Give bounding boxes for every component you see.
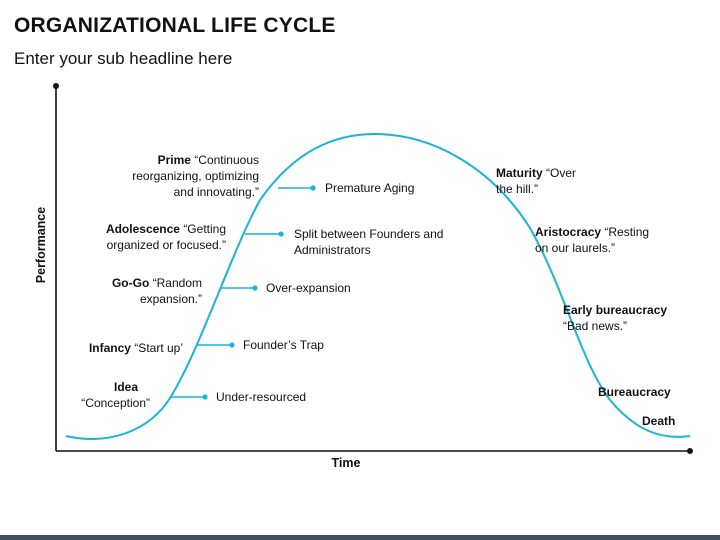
stage-desc-line: reorganizing, optimizing <box>132 169 259 183</box>
stage-desc-line: “Bad news.” <box>563 319 627 333</box>
trap-labels: Premature Aging Split between Founders an… <box>216 181 443 404</box>
stage-labels: Prime “Continuous reorganizing, optimizin… <box>81 153 675 428</box>
page-title: ORGANIZATIONAL LIFE CYCLE <box>14 14 336 37</box>
stage-label-infancy: Infancy “Start up’ <box>89 341 183 355</box>
life-cycle-curve <box>65 132 691 440</box>
stage-label-adolescence: Adolescence “Getting organized or focused… <box>106 222 226 252</box>
stage-desc-line: “Conception” <box>81 396 150 410</box>
x-axis-label: Time <box>332 456 361 470</box>
stage-name: Go-Go <box>112 276 153 290</box>
stage-label-bureaucracy: Bureaucracy <box>598 385 671 399</box>
connector-dot <box>252 285 258 291</box>
trap-label: Split between Founders and Administrators <box>294 227 443 257</box>
stage-label-early-bureaucracy: Early bureaucracy “Bad news.” <box>563 303 667 333</box>
stage-name: Infancy <box>89 341 134 355</box>
stage-desc-line: “Resting <box>604 225 649 239</box>
stage-desc-line: expansion.” <box>140 292 202 306</box>
stage-label-death: Death <box>642 414 675 428</box>
trap-line: Premature Aging <box>325 181 414 195</box>
y-axis-label: Performance <box>34 207 48 283</box>
stage-name: Idea <box>114 380 138 394</box>
trap-label: Founder’s Trap <box>243 338 324 352</box>
stage-label-prime: Prime “Continuous reorganizing, optimizin… <box>132 153 259 199</box>
x-axis-end-dot <box>687 448 693 454</box>
stage-name: Adolescence <box>106 222 183 236</box>
trap-line: Over-expansion <box>266 281 351 295</box>
stage-name: Prime <box>158 153 195 167</box>
stage-name: Bureaucracy <box>598 385 671 399</box>
stage-desc-line: “Random <box>153 276 202 290</box>
trap-line: Split between Founders and <box>294 227 443 241</box>
stage-desc-line: on our laurels.” <box>535 241 615 255</box>
trap-line: Founder’s Trap <box>243 338 324 352</box>
stage-name: Early bureaucracy <box>563 303 667 317</box>
stage-label-go-go: Go-Go “Random expansion.” <box>112 276 202 306</box>
stage-desc-line: “Continuous <box>194 153 259 167</box>
page-subtitle: Enter your sub headline here <box>14 49 233 68</box>
y-axis-end-dot <box>53 83 59 89</box>
stage-name: Aristocracy <box>535 225 604 239</box>
stage-desc-line: “Over <box>546 166 576 180</box>
connector-dot <box>229 342 235 348</box>
stage-label-aristocracy: Aristocracy “Resting on our laurels.” <box>535 225 649 255</box>
stage-desc-line: the hill.” <box>496 182 538 196</box>
stage-label-idea: Idea “Conception” <box>81 380 150 410</box>
connector-dot <box>278 231 284 237</box>
bottom-bar <box>0 535 720 540</box>
stage-desc-line: and innovating.” <box>174 185 259 199</box>
connector-dot <box>202 394 208 400</box>
stage-desc-line: organized or focused.” <box>107 238 226 252</box>
stage-desc-line: “Start up’ <box>134 341 183 355</box>
connector-dot <box>310 185 316 191</box>
trap-label: Under-resourced <box>216 390 306 404</box>
stage-connectors <box>170 185 316 400</box>
trap-line: Under-resourced <box>216 390 306 404</box>
stage-name: Death <box>642 414 675 428</box>
stage-name: Maturity <box>496 166 546 180</box>
stage-desc-line: “Getting <box>183 222 226 236</box>
stage-label-maturity: Maturity “Over the hill.” <box>496 166 576 196</box>
trap-line: Administrators <box>294 243 371 257</box>
trap-label: Over-expansion <box>266 281 351 295</box>
trap-label: Premature Aging <box>325 181 414 195</box>
